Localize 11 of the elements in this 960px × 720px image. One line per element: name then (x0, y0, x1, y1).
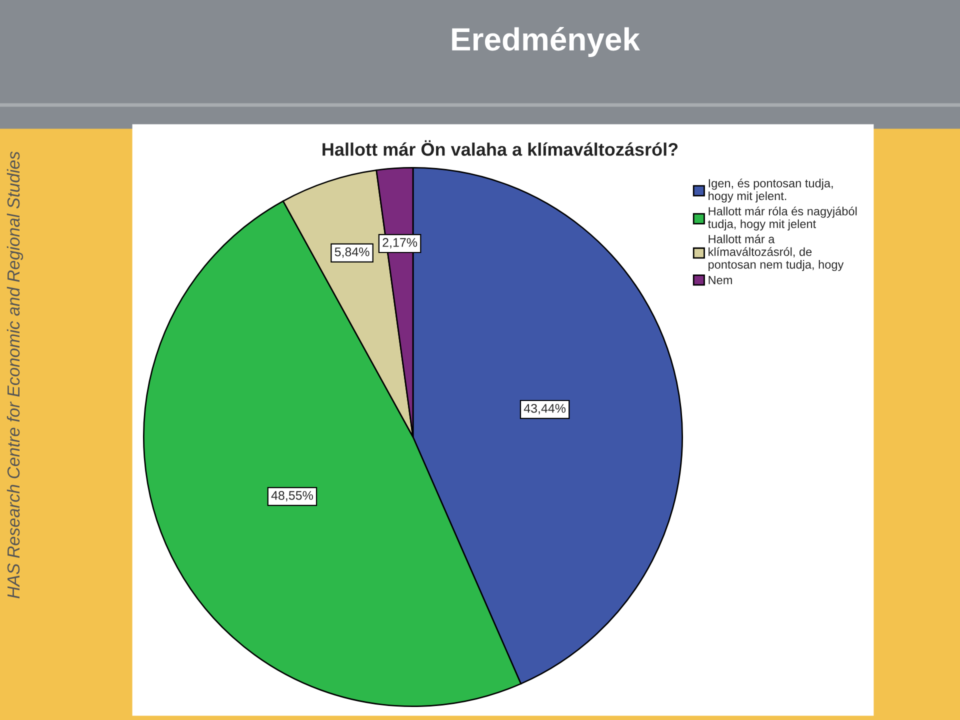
data-label: 43,44% (524, 404, 566, 414)
data-label: 5,84% (334, 247, 370, 258)
text: HAS Research Centre for Economic and Regional Studies (6, 151, 24, 598)
legend-label: Hallott már róla és nagyjából tudja, hogy mit jelent (708, 206, 857, 230)
legend-label: Nem (708, 276, 732, 284)
data-label: 48,55% (271, 491, 313, 502)
legend-label: Hallott már a klímaváltozásról, de pontosan nem tudja, hogy (708, 234, 844, 272)
chart-title: Eredmények (452, 26, 640, 58)
data-label: 2,17% (382, 238, 418, 248)
chart-subtitle: Hallott már Ön valaha a klímaváltozásról? (322, 140, 678, 156)
legend-label: Igen, és pontosan tudja, hogy mit jelent. (708, 178, 833, 202)
